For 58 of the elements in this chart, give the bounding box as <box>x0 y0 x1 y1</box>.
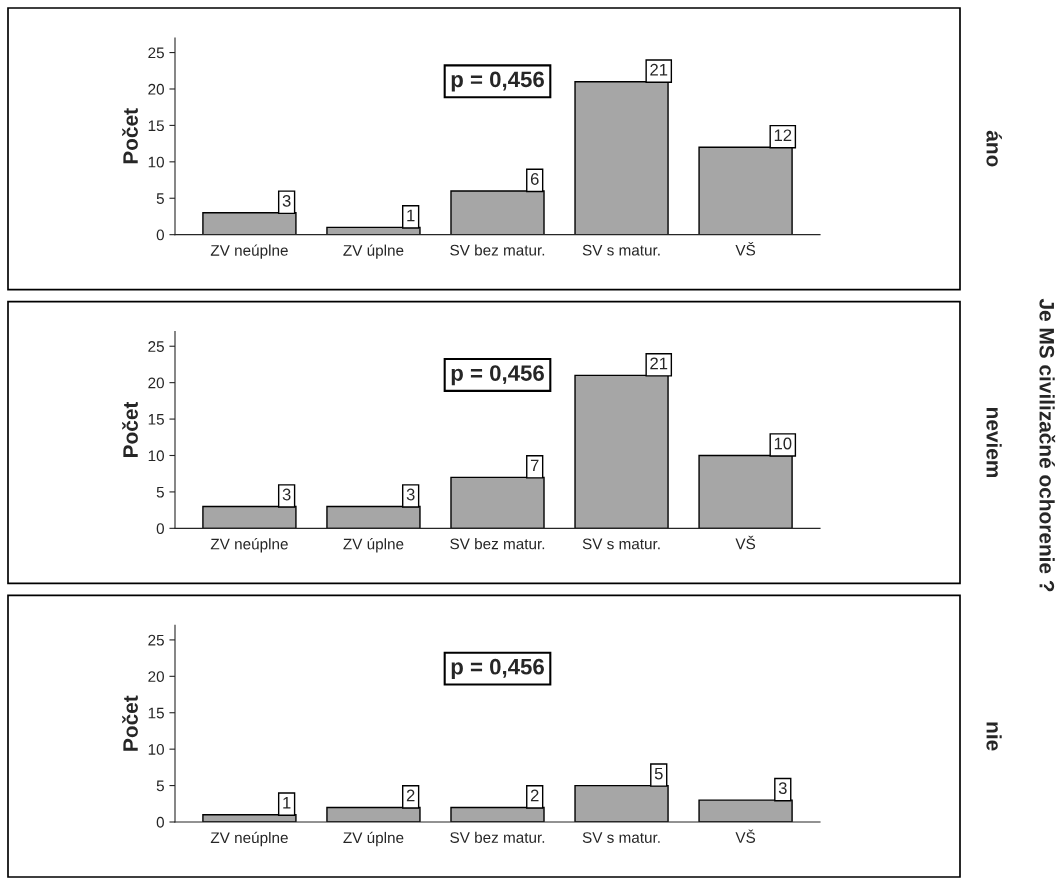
y2-axis-title: áno <box>986 130 1002 167</box>
x-tick-label: SV bez matur. <box>450 831 545 843</box>
data-label: 21 <box>650 357 668 370</box>
text: Je MS civilizačné ochorenie ? <box>1039 298 1056 592</box>
x-tick-label: ZV neúplne <box>210 538 288 553</box>
y-tick-label: 15 <box>148 120 164 132</box>
y-tick-label: 5 <box>156 780 164 792</box>
data-label: 7 <box>530 459 539 472</box>
x-tick-label: SV s matur. <box>582 832 660 843</box>
x-tick-label: VŠ <box>735 242 756 256</box>
annotation: p = 0,456 <box>451 658 544 679</box>
data-label: 1 <box>283 797 291 809</box>
y-tick-label: 10 <box>148 450 164 462</box>
annotation: p = 0,456 <box>451 71 544 92</box>
y-axis-title: Počet <box>122 108 138 164</box>
y-tick-label: 15 <box>148 414 164 425</box>
x-tick-label: ZV úplne <box>343 244 404 259</box>
data-label: 5 <box>654 767 663 780</box>
data-label: 3 <box>406 488 415 501</box>
x-tick-label: ZV úplne <box>343 538 404 553</box>
data-label: 21 <box>650 63 668 76</box>
y-tick-label: 10 <box>148 744 164 755</box>
data-label: 3 <box>778 782 787 795</box>
x-tick-label: SV s matur. <box>582 244 660 256</box>
y-tick-label: 10 <box>148 156 164 168</box>
x-tick-label: VŠ <box>735 829 756 843</box>
y-tick-label: 25 <box>148 634 164 646</box>
y-tick-label: 0 <box>156 229 164 241</box>
data-label: 6 <box>530 173 539 185</box>
y-axis-title: Počet <box>122 401 138 457</box>
data-label: 1 <box>407 209 415 222</box>
x-tick-label: ZV neúplne <box>210 831 288 847</box>
data-label: 12 <box>774 129 792 142</box>
data-label: 2 <box>530 789 539 802</box>
y-tick-label: 0 <box>156 816 164 828</box>
y-tick-label: 15 <box>148 707 164 719</box>
x-tick-label: SV bez matur. <box>450 538 545 550</box>
data-label: 3 <box>282 194 291 207</box>
x-tick-label: VŠ <box>735 535 756 550</box>
y2-axis-title: nie <box>986 722 1002 751</box>
annotation: p = 0,456 <box>451 365 544 386</box>
y-tick-label: 5 <box>156 486 164 498</box>
y2-axis-title: neviem <box>986 407 1002 478</box>
x-tick-label: SV bez matur. <box>450 244 545 256</box>
y-tick-label: 20 <box>148 83 164 95</box>
x-tick-label: SV s matur. <box>582 538 660 550</box>
data-label: 2 <box>406 789 415 802</box>
y-tick-label: 20 <box>148 377 164 389</box>
y-tick-label: 5 <box>156 193 164 204</box>
y-tick-label: 25 <box>148 47 164 59</box>
y-tick-label: 25 <box>148 341 164 352</box>
x-tick-label: ZV neúplne <box>210 244 288 259</box>
data-label: 10 <box>774 437 792 450</box>
y-axis-title: Počet <box>122 695 138 751</box>
data-label: 3 <box>282 488 291 501</box>
y-tick-label: 0 <box>156 523 164 535</box>
x-tick-label: ZV úplne <box>343 831 404 847</box>
y-tick-label: 20 <box>148 671 164 683</box>
